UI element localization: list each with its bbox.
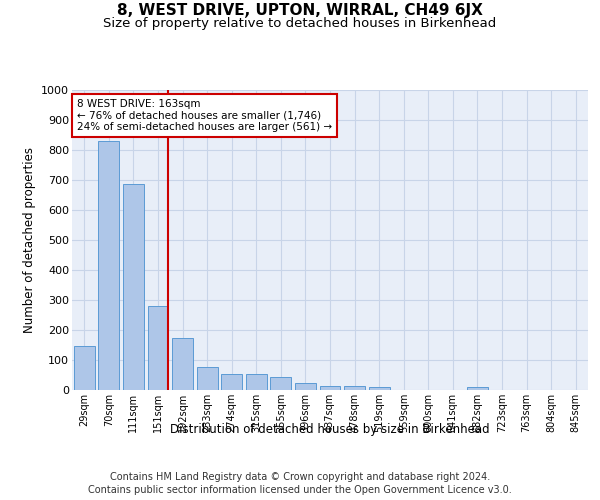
Text: Contains public sector information licensed under the Open Government Licence v3: Contains public sector information licen… [88,485,512,495]
Bar [123,184,144,390]
Text: 8, WEST DRIVE, UPTON, WIRRAL, CH49 6JX: 8, WEST DRIVE, UPTON, WIRRAL, CH49 6JX [117,2,483,18]
Bar [148,306,169,390]
Bar [320,386,340,390]
Bar [368,386,389,390]
Bar [246,374,267,390]
Bar [467,386,488,390]
Y-axis label: Number of detached properties: Number of detached properties [23,147,35,333]
Bar [221,374,242,390]
Bar [295,384,316,390]
Bar [98,142,119,390]
Text: Contains HM Land Registry data © Crown copyright and database right 2024.: Contains HM Land Registry data © Crown c… [110,472,490,482]
Text: Distribution of detached houses by size in Birkenhead: Distribution of detached houses by size … [170,422,490,436]
Bar [74,346,95,390]
Bar [172,338,193,390]
Text: Size of property relative to detached houses in Birkenhead: Size of property relative to detached ho… [103,18,497,30]
Bar [271,378,292,390]
Bar [197,366,218,390]
Bar [344,386,365,390]
Text: 8 WEST DRIVE: 163sqm
← 76% of detached houses are smaller (1,746)
24% of semi-de: 8 WEST DRIVE: 163sqm ← 76% of detached h… [77,99,332,132]
